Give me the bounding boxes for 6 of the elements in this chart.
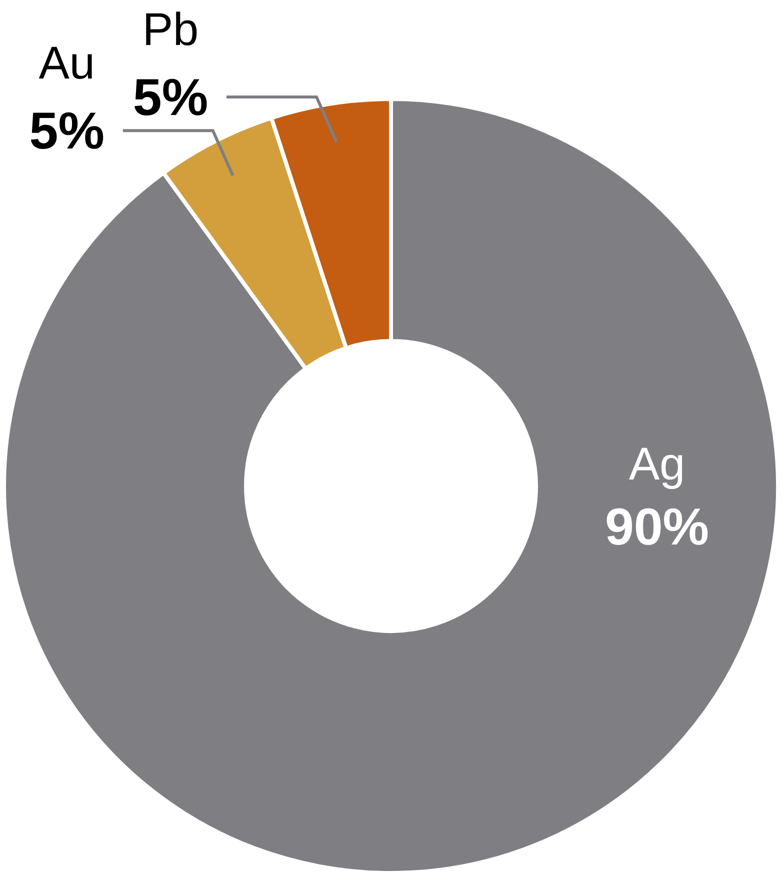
slice-label: Ag [628,437,686,490]
data-label: 5% [132,68,208,127]
data-label: 5% [29,102,104,161]
slice-label: Au [38,36,96,89]
slice-label: Pb [142,2,199,55]
data-label: 90% [604,498,710,556]
